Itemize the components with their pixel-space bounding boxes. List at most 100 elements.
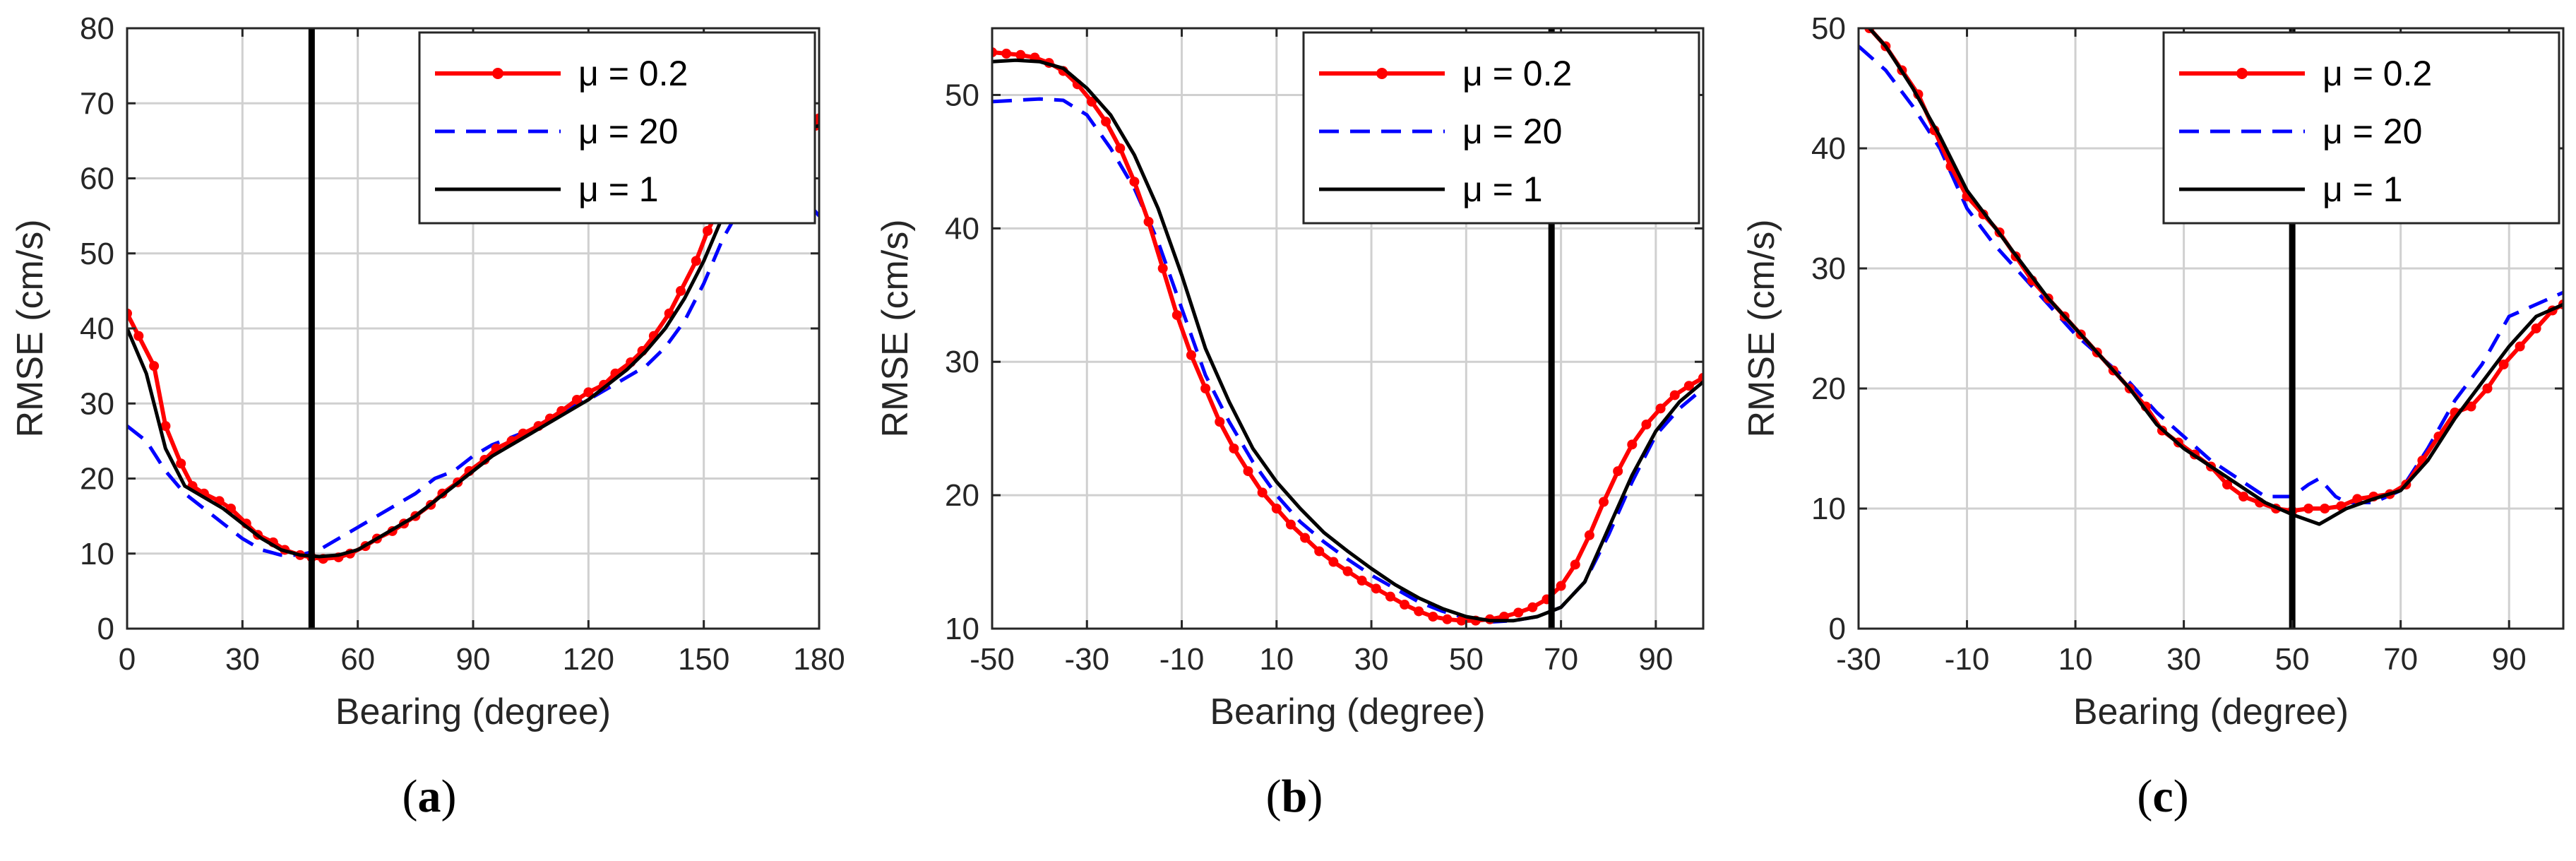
x-tick-label: -10 (1159, 642, 1205, 677)
series-point (2515, 341, 2525, 352)
x-tick-label: 30 (225, 642, 260, 677)
series-point (1698, 372, 1703, 383)
series-point (2498, 360, 2509, 369)
caption-b-open: ( (1265, 771, 1282, 822)
legend-label: μ = 20 (1462, 112, 1562, 151)
caption-c: (c) (2092, 770, 2234, 824)
x-tick-label: -30 (1064, 642, 1109, 677)
legend-label: μ = 1 (2322, 170, 2403, 209)
series-point (1257, 487, 1268, 498)
x-tick-label: 30 (2166, 642, 2201, 677)
series-point (572, 394, 582, 405)
series-point (133, 331, 144, 341)
y-tick-label: 10 (80, 537, 114, 571)
x-tick-label: 90 (1638, 642, 1673, 677)
y-tick-label: 50 (80, 237, 114, 271)
y-tick-label: 0 (1829, 612, 1846, 646)
series-point (2238, 492, 2249, 501)
series-point (703, 225, 713, 236)
x-tick-label: 10 (2058, 642, 2093, 677)
x-tick-label: 70 (1544, 642, 1578, 677)
series-point (2320, 504, 2330, 513)
y-tick-label: 40 (80, 311, 114, 346)
x-axis-label: Bearing (degree) (335, 691, 611, 732)
series-point (1527, 602, 1538, 612)
series-point (2531, 323, 2541, 333)
caption-a-close: ) (441, 771, 457, 822)
caption-a-letter: a (417, 771, 441, 822)
x-tick-label: 90 (456, 642, 491, 677)
y-tick-label: 50 (945, 78, 979, 112)
series-point (1285, 519, 1296, 530)
axes-box (1857, 27, 2565, 630)
series-point (1129, 177, 1140, 187)
series-point (1115, 143, 1126, 153)
legend: μ = 0.2 μ = 20 μ = 1 (418, 31, 816, 225)
y-axis-label: RMSE (cm/s) (875, 219, 916, 437)
y-tick-label: 60 (80, 162, 114, 196)
y-tick-label: 20 (80, 462, 114, 497)
x-tick-label: 180 (793, 642, 845, 677)
legend: μ = 0.2 μ = 20 μ = 1 (1302, 31, 1700, 225)
y-axis-label: RMSE (cm/s) (1741, 219, 1782, 437)
series-point (583, 387, 594, 398)
legend-label: μ = 20 (578, 112, 678, 151)
caption-a: (a) (359, 770, 500, 824)
series-point (1641, 420, 1652, 429)
series-point (691, 256, 701, 266)
legend-label: μ = 0.2 (2322, 54, 2432, 93)
x-tick-label: -30 (1836, 642, 1881, 677)
caption-b-close: ) (1307, 771, 1323, 822)
legend-box (418, 31, 816, 225)
series-point (1385, 591, 1395, 602)
x-tick-label: 150 (678, 642, 729, 677)
series-point (1271, 504, 1282, 513)
x-tick-label: 30 (1354, 642, 1389, 677)
series-point (1414, 606, 1424, 617)
y-tick-label: 20 (945, 478, 979, 513)
series-point (1086, 96, 1097, 107)
series-point (1613, 466, 1623, 477)
x-tick-label: 50 (2275, 642, 2310, 677)
y-tick-label: 30 (945, 345, 979, 379)
series-point (1101, 117, 1111, 127)
series-point (1584, 530, 1594, 540)
series-point (1442, 614, 1453, 624)
caption-c-close: ) (2173, 771, 2189, 822)
legend-label: μ = 0.2 (578, 54, 688, 93)
series-point (2222, 480, 2233, 489)
legend-swatch-marker (1376, 68, 1388, 79)
series-point (1186, 350, 1196, 360)
chart-c: -30 -10 10 30 50 70 90 0 10 20 30 40 50 Bearing (degr… (1741, 11, 2565, 732)
x-axis-label: Bearing (degree) (2073, 691, 2349, 732)
series-line (1868, 28, 2563, 526)
legend: μ = 0.2 μ = 20 μ = 1 (2162, 31, 2560, 225)
y-tick-label: 0 (97, 612, 114, 646)
series-point (1243, 466, 1253, 477)
series-point (1456, 615, 1467, 626)
y-tick-label: 70 (80, 86, 114, 121)
series-point (1513, 607, 1524, 618)
y-tick-label: 40 (1811, 131, 1846, 166)
series-point (149, 361, 160, 372)
chart-a: 0 30 60 90 120 150 180 0 10 20 30 40 50 60 70 80 Bearing… (10, 11, 845, 732)
legend-swatch-marker (2236, 68, 2248, 79)
y-tick-label: 30 (80, 386, 114, 421)
series-point (2466, 401, 2476, 412)
series-point (176, 458, 186, 469)
series-point (1171, 310, 1182, 321)
x-tick-label: -50 (970, 642, 1015, 677)
legend-label: μ = 1 (578, 170, 659, 209)
series-point (1328, 557, 1339, 567)
x-tick-label: -10 (1945, 642, 1990, 677)
y-tick-label: 10 (1811, 492, 1846, 526)
series-line (992, 58, 1703, 623)
legend-label: μ = 20 (2322, 112, 2422, 151)
legend-swatch-marker (492, 68, 503, 79)
series-point (160, 421, 171, 432)
axes-box (991, 27, 1705, 630)
x-tick-label: 90 (2492, 642, 2527, 677)
legend-box (2162, 31, 2560, 225)
y-tick-label: 80 (80, 11, 114, 46)
